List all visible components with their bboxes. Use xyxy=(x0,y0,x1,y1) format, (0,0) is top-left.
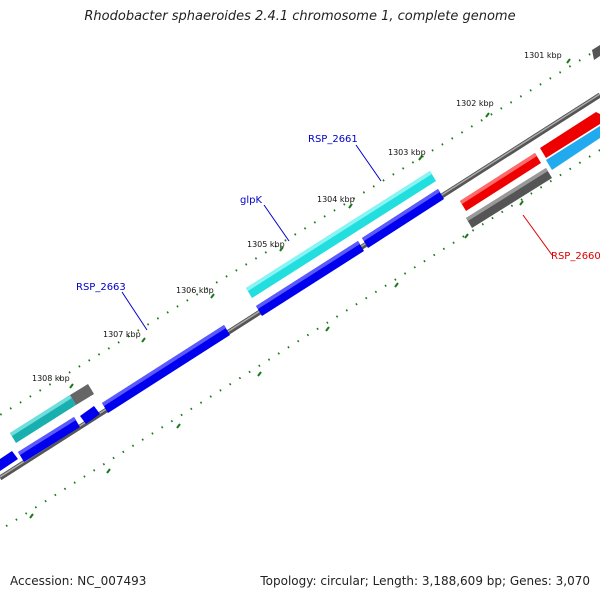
gene-teal-left[interactable] xyxy=(10,395,76,443)
gene-rsp-2663[interactable] xyxy=(102,325,230,413)
kbp-labels: 1301 kbp 1302 kbp 1303 kbp 1304 kbp 1305… xyxy=(32,51,562,383)
inner-major-ticks xyxy=(29,200,524,519)
gene-red-upper[interactable] xyxy=(540,112,600,158)
outer-tick-track xyxy=(0,47,600,416)
gene-label-rsp-2663[interactable]: RSP_2663 xyxy=(76,282,126,293)
gene-skyblue-right[interactable] xyxy=(546,126,600,170)
gene-gray-right[interactable] xyxy=(466,168,552,228)
kbp-label-1302: 1302 kbp xyxy=(456,99,494,108)
kbp-label-1308: 1308 kbp xyxy=(32,374,70,383)
accession-label: Accession: NC_007493 xyxy=(10,574,147,588)
gene-red-rsp-2660[interactable] xyxy=(460,153,541,211)
gene-gray-left[interactable] xyxy=(70,384,94,405)
kbp-label-1305: 1305 kbp xyxy=(247,240,285,249)
inner-tick-track xyxy=(0,149,600,531)
genome-summary: Topology: circular; Length: 3,188,609 bp… xyxy=(260,574,590,588)
gene-label-rsp-2660[interactable]: RSP_2660 xyxy=(551,251,600,262)
gene-blue-lower-left[interactable] xyxy=(18,417,80,462)
gene-features[interactable] xyxy=(0,45,600,471)
kbp-label-1301: 1301 kbp xyxy=(524,51,562,60)
label-leaders xyxy=(121,144,553,331)
map-title: Rhodobacter sphaeroides 2.4.1 chromosome… xyxy=(84,9,516,24)
kbp-label-1304: 1304 kbp xyxy=(317,195,355,204)
kbp-label-1306: 1306 kbp xyxy=(176,286,214,295)
gene-gray-top-right[interactable] xyxy=(592,45,600,60)
gene-blue-edge[interactable] xyxy=(0,451,18,471)
kbp-label-1307: 1307 kbp xyxy=(103,330,141,339)
gene-rsp-2661[interactable] xyxy=(246,171,436,298)
gene-label-rsp-2661[interactable]: RSP_2661 xyxy=(308,134,358,145)
gene-blue-upper-mid[interactable] xyxy=(362,189,444,248)
outer-major-ticks xyxy=(69,58,571,389)
kbp-label-1303: 1303 kbp xyxy=(388,148,426,157)
gene-small-blue[interactable] xyxy=(80,406,100,424)
gene-labels: RSP_2661 glpK RSP_2663 RSP_2660 xyxy=(76,134,600,293)
gene-glpk[interactable] xyxy=(256,241,364,316)
gene-label-glpk[interactable]: glpK xyxy=(240,195,262,206)
